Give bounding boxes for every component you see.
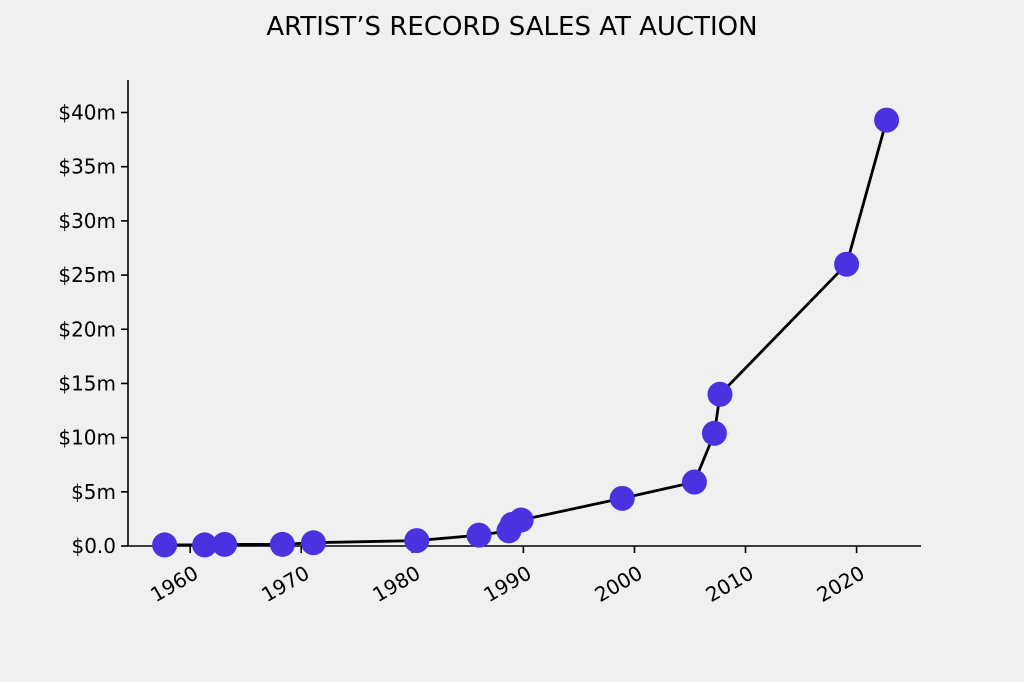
data-point bbox=[192, 532, 218, 558]
x-tick-label: 1960 bbox=[146, 561, 202, 607]
y-tick-label: $15m bbox=[58, 371, 116, 395]
y-tick-label: $40m bbox=[58, 101, 116, 125]
x-tick-label: 2000 bbox=[590, 561, 646, 607]
y-tick-label: $35m bbox=[58, 155, 116, 179]
y-tick-label: $20m bbox=[58, 317, 116, 341]
data-point bbox=[212, 531, 238, 557]
axes: $0.0 $5m $10m $15m $20m $25m $30m $35m $40m 1960 1… bbox=[58, 80, 921, 607]
chart-title: ARTIST’S RECORD SALES AT AUCTION bbox=[266, 12, 757, 42]
data-point bbox=[269, 531, 295, 557]
x-tick-label: 1990 bbox=[479, 561, 535, 607]
y-tick-label: $5m bbox=[71, 480, 116, 504]
x-tick-label: 2010 bbox=[702, 561, 758, 607]
series-layer bbox=[152, 107, 900, 558]
data-point bbox=[404, 528, 430, 554]
x-tick-label: 1970 bbox=[257, 561, 313, 607]
data-point bbox=[508, 507, 534, 533]
x-tick-label: 1980 bbox=[368, 561, 424, 607]
data-point bbox=[834, 251, 860, 277]
y-tick-label: $10m bbox=[58, 426, 116, 450]
y-tick-label: $30m bbox=[58, 209, 116, 233]
data-point bbox=[701, 420, 727, 446]
x-tick-label: 2020 bbox=[813, 561, 869, 607]
y-tick-label: $25m bbox=[58, 263, 116, 287]
data-point bbox=[466, 522, 492, 548]
data-point bbox=[152, 532, 178, 558]
data-point bbox=[874, 107, 900, 133]
data-point bbox=[300, 530, 326, 556]
data-point bbox=[609, 485, 635, 511]
data-point bbox=[681, 469, 707, 495]
series-line bbox=[164, 119, 888, 547]
y-tick-label: $0.0 bbox=[71, 534, 116, 558]
data-point bbox=[707, 381, 733, 407]
